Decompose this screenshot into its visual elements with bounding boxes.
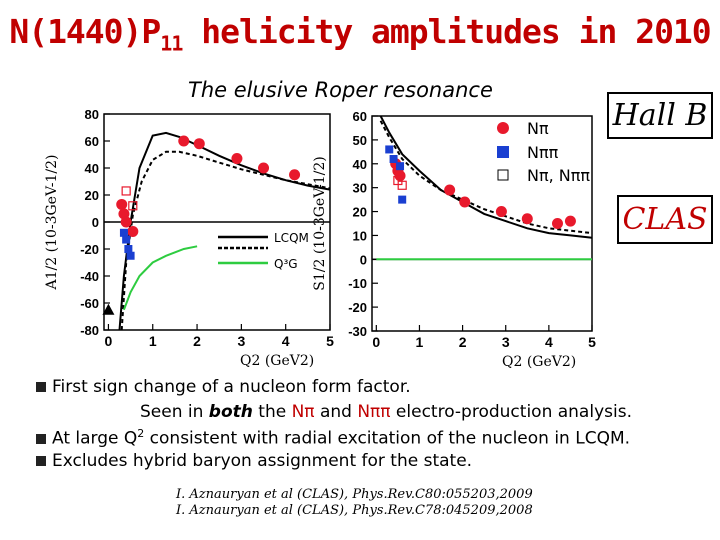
bullet-square-icon xyxy=(36,434,46,444)
x-tick-label: 5 xyxy=(588,334,596,350)
x-tick-label: 4 xyxy=(282,333,290,349)
y-tick-label: -10 xyxy=(348,276,367,291)
y-tick-label: 40 xyxy=(85,161,99,176)
y-tick-label: -20 xyxy=(80,242,99,257)
bullet-2: At large Q2 consistent with radial excit… xyxy=(36,427,630,449)
data-point-npi xyxy=(258,163,269,174)
data-point-npi xyxy=(178,136,189,147)
x-tick-label: 1 xyxy=(149,333,157,349)
y-tick-label: 40 xyxy=(353,157,367,172)
y-tick-label: 60 xyxy=(85,134,99,149)
y-tick-label: 60 xyxy=(353,109,367,124)
bullet-square-icon xyxy=(36,456,46,466)
x-tick-label: 2 xyxy=(193,333,201,349)
data-point-npi xyxy=(231,153,242,164)
data-point-npi xyxy=(496,206,507,217)
x-tick-label: 1 xyxy=(416,334,424,350)
chart-2 xyxy=(372,116,592,331)
bullet-square-icon xyxy=(36,382,46,392)
y-tick-label: 50 xyxy=(353,133,367,148)
legend-model-label: LCQM xyxy=(274,231,309,245)
x-tick-label: 2 xyxy=(459,334,467,350)
chart-1 xyxy=(102,114,330,330)
x-tick-label: 4 xyxy=(545,334,553,350)
data-point-npipi xyxy=(390,155,398,163)
reference-1: I. Aznauryan et al (CLAS), Phys.Rev.C80:… xyxy=(176,487,533,502)
y-axis-label: S1/2 (10-3GeV-1/2) xyxy=(312,156,328,291)
x-tick-label: 3 xyxy=(502,334,510,350)
data-point-npi xyxy=(459,197,470,208)
legend-marker-circle xyxy=(497,122,509,134)
bullet-1-continuation: Seen in both the Nπ and Nππ electro-prod… xyxy=(140,402,632,422)
y-tick-label: -40 xyxy=(80,269,99,284)
data-point-npi xyxy=(444,185,455,196)
data-point-npi xyxy=(395,170,406,181)
data-point-npipi xyxy=(122,236,130,244)
legend-label: Nπ, Nππ xyxy=(527,166,590,185)
bullet-3: Excludes hybrid baryon assignment for th… xyxy=(36,451,472,471)
x-tick-label: 0 xyxy=(105,333,113,349)
data-point-npi xyxy=(289,169,300,180)
y-tick-label: -30 xyxy=(348,324,367,339)
y-tick-label: 0 xyxy=(92,215,99,230)
data-point-npi xyxy=(552,218,563,229)
data-point-npi xyxy=(565,216,576,227)
y-tick-label: 20 xyxy=(353,205,367,220)
bullet-1: First sign change of a nucleon form fact… xyxy=(36,377,411,397)
data-point-npipi xyxy=(385,145,393,153)
data-point-npipi xyxy=(396,162,404,170)
data-point-combined xyxy=(122,187,130,195)
x-axis-label: Q2 (GeV2) xyxy=(240,353,314,369)
legend-label: Nπ xyxy=(527,119,549,138)
model-curve-3 xyxy=(124,246,197,309)
y-tick-label: 0 xyxy=(360,252,367,267)
data-point-npi xyxy=(127,226,138,237)
reference-2: I. Aznauryan et al (CLAS), Phys.Rev.C78:… xyxy=(176,503,533,518)
data-point-npi xyxy=(194,138,205,149)
y-tick-label: -80 xyxy=(80,323,99,338)
x-tick-label: 0 xyxy=(372,334,380,350)
data-point-npi xyxy=(121,217,132,228)
y-tick-label: -60 xyxy=(80,296,99,311)
y-tick-label: 80 xyxy=(85,107,99,122)
x-tick-label: 3 xyxy=(237,333,245,349)
y-tick-label: -20 xyxy=(348,300,367,315)
data-point-npi xyxy=(116,199,127,210)
legend-label: Nππ xyxy=(527,143,559,162)
data-point-npipi xyxy=(127,252,135,260)
legend-marker-open-square xyxy=(498,170,508,180)
data-point-npipi xyxy=(398,196,406,204)
clas-label: CLAS xyxy=(617,195,713,244)
y-tick-label: 30 xyxy=(353,181,367,196)
x-tick-label: 5 xyxy=(326,333,334,349)
hall-b-label: Hall B xyxy=(607,92,713,139)
y-tick-label: 10 xyxy=(353,228,367,243)
data-point-npi xyxy=(522,213,533,224)
y-axis-label: A1/2 (10-3GeV-1/2) xyxy=(44,154,60,290)
legend-marker-square xyxy=(497,146,509,158)
x-axis-label: Q2 (GeV2) xyxy=(502,354,576,370)
legend-model-label: Q³G xyxy=(274,257,298,271)
y-tick-label: 20 xyxy=(85,188,99,203)
